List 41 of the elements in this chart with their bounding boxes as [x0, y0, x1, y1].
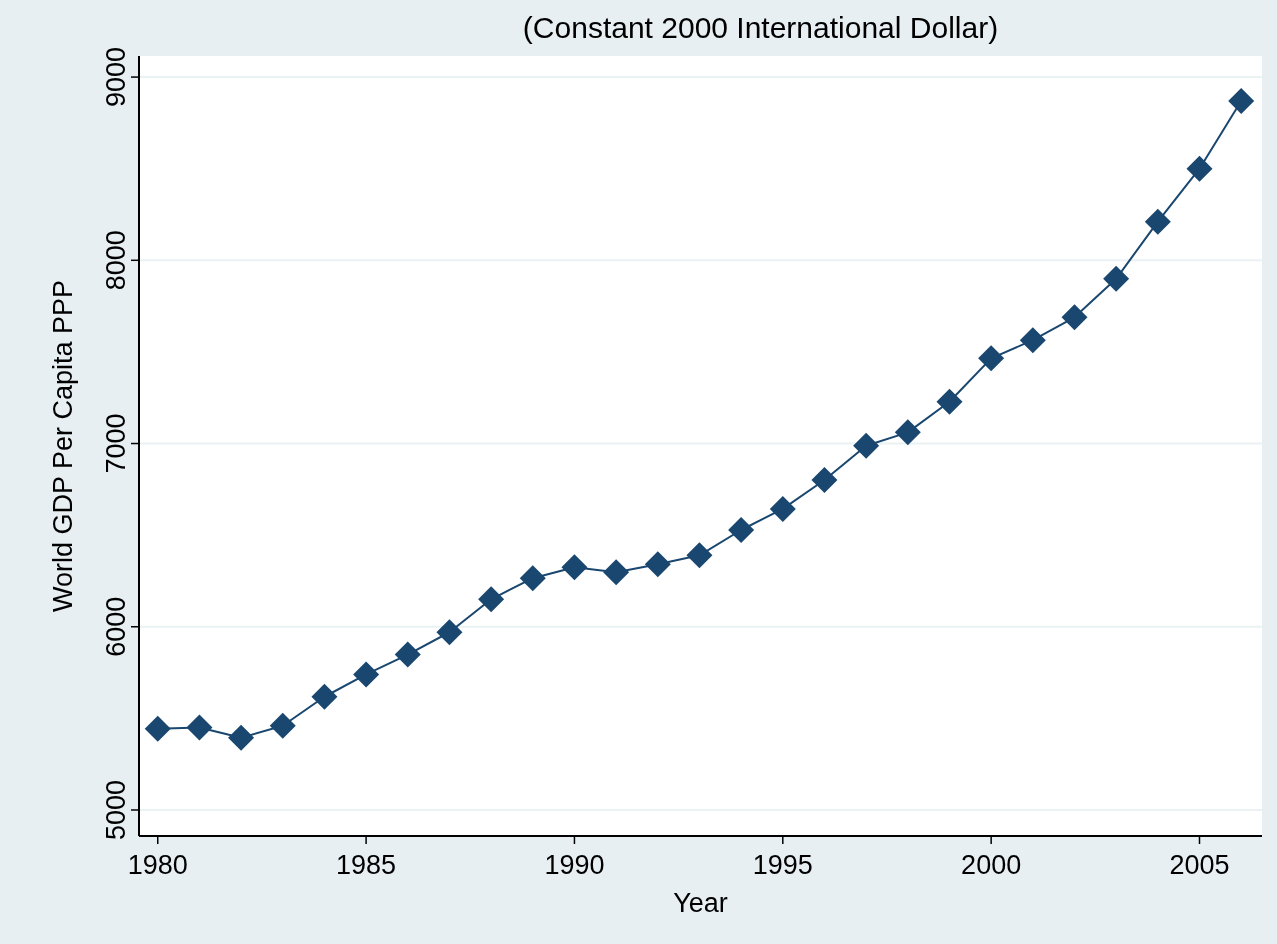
point [936, 388, 963, 415]
point [644, 551, 671, 578]
point [978, 345, 1005, 372]
x-tick-label: 1995 [752, 850, 813, 880]
y-tick-label: 8000 [101, 230, 131, 291]
point [186, 714, 213, 741]
point [853, 432, 880, 459]
point [686, 542, 713, 569]
chart-title: (Constant 2000 International Dollar) [522, 11, 999, 44]
point [603, 559, 630, 586]
point [228, 724, 255, 751]
point [1186, 155, 1213, 182]
point [1103, 265, 1130, 292]
y-tick-label: 6000 [101, 596, 131, 657]
point [728, 517, 755, 544]
point [769, 495, 796, 522]
point [311, 683, 338, 710]
x-tick-label: 1985 [336, 850, 397, 880]
x-axis-title: Year [673, 888, 728, 918]
point [478, 586, 505, 613]
point [353, 661, 380, 688]
y-tick-label: 9000 [101, 47, 131, 108]
point [269, 712, 296, 739]
y-tick-label: 5000 [101, 779, 131, 841]
point [1228, 88, 1255, 115]
point [519, 565, 546, 592]
point [811, 466, 838, 493]
point [1019, 327, 1046, 354]
point [394, 641, 421, 668]
x-tick-label: 2000 [961, 850, 1022, 880]
point [1144, 208, 1171, 235]
x-tick-label: 2005 [1169, 850, 1230, 880]
x-tick-label: 1980 [127, 850, 188, 880]
point [894, 419, 921, 446]
point [436, 619, 463, 646]
point [1061, 304, 1088, 331]
x-tick-label: 1990 [544, 850, 605, 880]
point [144, 715, 171, 742]
y-axis-title: World GDP Per Capita PPP [48, 279, 78, 613]
y-tick-label: 7000 [101, 413, 131, 474]
point [561, 554, 588, 581]
